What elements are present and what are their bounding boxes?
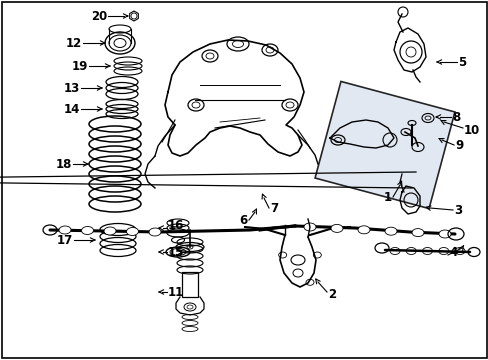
Text: 7: 7 bbox=[269, 202, 278, 215]
Ellipse shape bbox=[438, 230, 450, 238]
Text: 18: 18 bbox=[56, 158, 72, 171]
Ellipse shape bbox=[126, 228, 138, 235]
Text: 12: 12 bbox=[65, 36, 82, 50]
Polygon shape bbox=[314, 81, 454, 208]
Text: 4: 4 bbox=[448, 247, 456, 260]
Ellipse shape bbox=[411, 229, 423, 237]
Ellipse shape bbox=[104, 227, 116, 235]
Ellipse shape bbox=[330, 224, 342, 233]
Text: 16: 16 bbox=[168, 219, 184, 231]
Ellipse shape bbox=[149, 228, 161, 236]
Text: 17: 17 bbox=[57, 234, 73, 247]
Text: 9: 9 bbox=[454, 139, 462, 152]
Text: 2: 2 bbox=[327, 288, 335, 302]
Text: 1: 1 bbox=[383, 190, 391, 203]
Ellipse shape bbox=[81, 226, 93, 234]
Ellipse shape bbox=[59, 226, 71, 234]
Text: 20: 20 bbox=[91, 9, 107, 23]
Text: 11: 11 bbox=[168, 285, 184, 298]
Bar bbox=[182, 272, 198, 297]
Text: 6: 6 bbox=[239, 213, 247, 226]
Ellipse shape bbox=[304, 223, 315, 231]
Text: 15: 15 bbox=[168, 246, 184, 258]
Text: 10: 10 bbox=[463, 123, 479, 136]
Text: 8: 8 bbox=[451, 111, 459, 123]
Text: 14: 14 bbox=[63, 103, 80, 116]
Text: 13: 13 bbox=[63, 81, 80, 95]
Ellipse shape bbox=[357, 226, 369, 234]
Ellipse shape bbox=[384, 227, 396, 235]
Text: 5: 5 bbox=[457, 55, 465, 68]
Text: 3: 3 bbox=[453, 203, 461, 216]
Text: 19: 19 bbox=[71, 59, 88, 72]
